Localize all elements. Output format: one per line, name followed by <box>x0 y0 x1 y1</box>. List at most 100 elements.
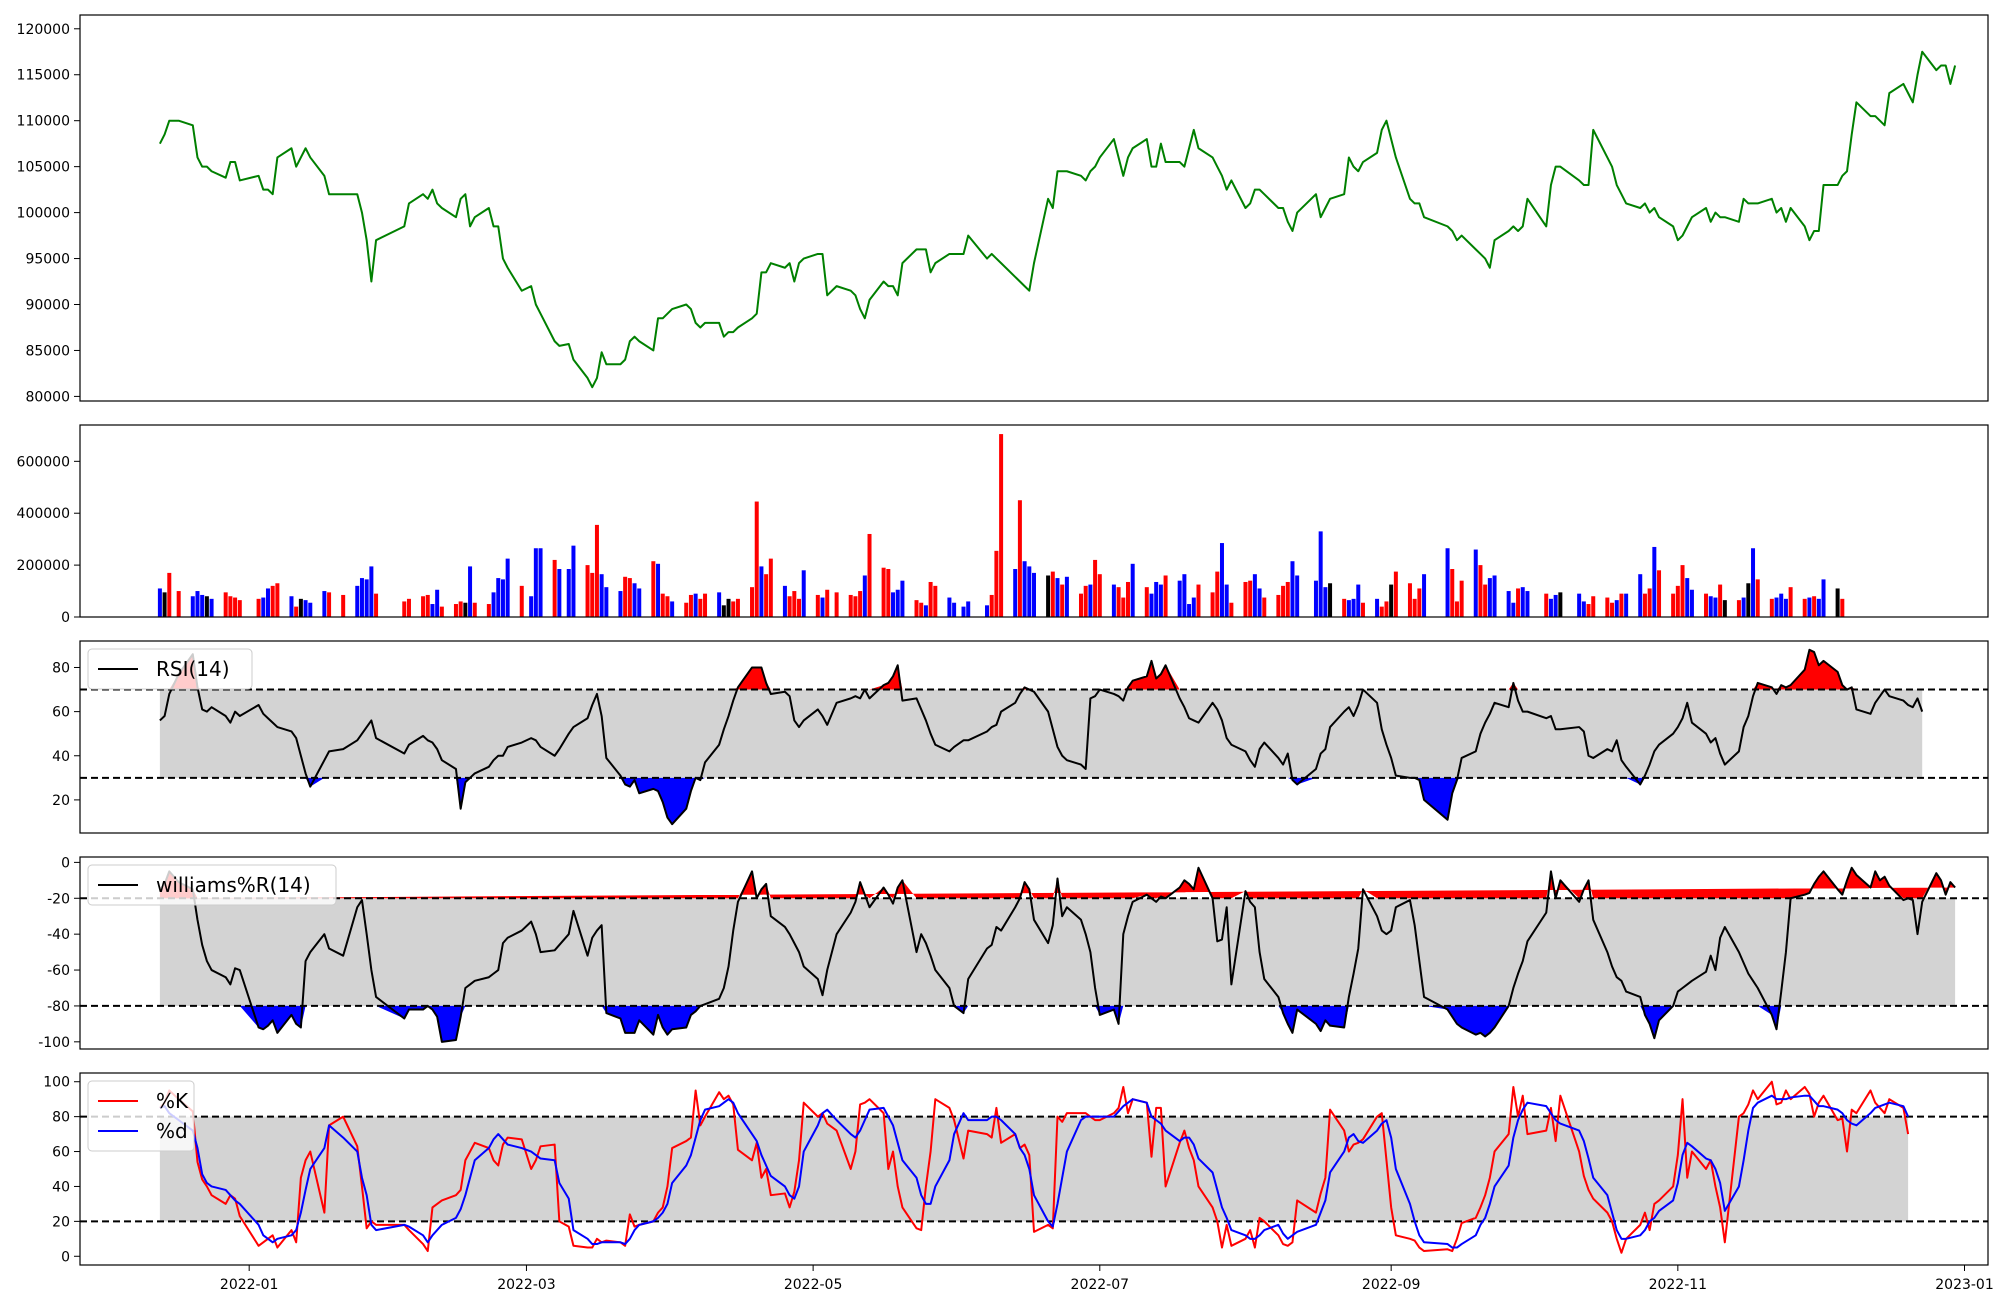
volume-bar <box>952 602 957 617</box>
volume-bar <box>919 602 924 617</box>
volume-bar <box>688 594 693 617</box>
volume-bar <box>237 600 242 617</box>
volume-panel-frame <box>79 424 1989 618</box>
volume-bar <box>1840 598 1845 617</box>
y-tick-label: 60 <box>52 1145 70 1161</box>
volume-bar <box>1407 583 1412 617</box>
volume-bar <box>891 592 896 617</box>
volume-bar <box>1746 583 1751 617</box>
volume-bar <box>966 601 971 617</box>
y-tick-label: 20 <box>52 793 70 809</box>
stochastic-legend-box <box>87 1080 195 1152</box>
volume-bar <box>900 580 905 617</box>
volume-bar <box>590 572 595 617</box>
volume-bar <box>439 606 444 617</box>
y-tick-label: 80 <box>52 1110 70 1126</box>
volume-bar <box>355 585 360 617</box>
volume-bar <box>1548 598 1553 617</box>
volume-bar <box>585 565 590 617</box>
volume-bar <box>1064 576 1069 617</box>
volume-bar <box>1097 574 1102 617</box>
volume-bar <box>275 583 280 617</box>
volume-bar <box>157 588 162 617</box>
stochastic-neutral-band <box>159 1116 1909 1222</box>
y-tick-label: -80 <box>47 999 70 1015</box>
y-tick-label: 95000 <box>25 252 70 268</box>
williams-legend-box <box>87 864 337 906</box>
volume-bar <box>1492 575 1497 617</box>
volume-bar <box>1624 593 1629 617</box>
volume-bar <box>1704 593 1709 617</box>
volume-bar <box>1318 531 1323 617</box>
volume-bar <box>721 605 726 617</box>
volume-bar <box>294 606 299 617</box>
rsi-neutral-band <box>159 689 1923 778</box>
y-tick-label: 60 <box>52 705 70 721</box>
volume-bar <box>195 591 200 617</box>
volume-bar <box>1158 584 1163 617</box>
volume-bar <box>519 585 524 617</box>
rsi-legend-box <box>87 648 253 690</box>
volume-bar <box>176 591 181 617</box>
volume-bar <box>684 602 689 617</box>
volume-bar <box>200 594 205 617</box>
volume-bar <box>233 597 238 617</box>
price-line <box>159 50 1957 389</box>
volume-bar <box>820 597 825 617</box>
volume-bar <box>726 598 731 617</box>
volume-bar <box>1144 587 1149 617</box>
volume-bar <box>369 566 374 617</box>
volume-bar <box>1060 584 1065 617</box>
volume-bar <box>1210 592 1215 617</box>
volume-bar <box>1182 574 1187 617</box>
volume-bar <box>430 604 435 617</box>
volume-bar <box>1638 574 1643 617</box>
volume-bar <box>491 592 496 617</box>
volume-bar <box>1252 574 1257 617</box>
volume-bar <box>1788 587 1793 617</box>
volume-bar <box>731 601 736 617</box>
volume-bar <box>1544 593 1549 617</box>
y-tick-label: 400000 <box>17 506 70 522</box>
volume-bar <box>1027 566 1032 617</box>
volume-bar <box>1708 596 1713 617</box>
y-tick-label: 115000 <box>17 68 70 84</box>
volume-bar <box>1487 578 1492 617</box>
volume-bar <box>1459 580 1464 617</box>
volume-bar <box>1191 597 1196 617</box>
volume-bar <box>1511 602 1516 617</box>
volume-bar <box>322 591 327 617</box>
volume-bar <box>782 585 787 617</box>
williams-neutral-band <box>159 898 1956 1006</box>
volume-bar <box>1525 591 1530 617</box>
volume-bar <box>533 548 538 617</box>
volume-bar <box>1581 601 1586 617</box>
williams-line <box>159 866 1956 1043</box>
volume-bar <box>656 563 661 617</box>
volume-bar <box>1558 592 1563 617</box>
volume-bar <box>1243 581 1248 617</box>
volume-bar <box>1215 571 1220 617</box>
volume-bar <box>862 575 867 617</box>
williams-legend-label: williams%R(14) <box>156 873 311 897</box>
price-panel-frame <box>79 14 1989 402</box>
volume-bar <box>341 594 346 617</box>
volume-bar <box>1342 598 1347 617</box>
volume-bar <box>1821 579 1826 617</box>
volume-bar <box>703 593 708 617</box>
y-tick-label: 80 <box>52 660 70 676</box>
volume-bar <box>308 602 313 617</box>
volume-bar <box>1111 584 1116 617</box>
volume-bar <box>787 596 792 617</box>
volume-bar <box>1736 600 1741 617</box>
volume-bar <box>1577 593 1582 617</box>
volume-bar <box>1360 602 1365 617</box>
volume-bar <box>1478 565 1483 617</box>
volume-bar <box>1149 593 1154 617</box>
volume-bar <box>1520 587 1525 617</box>
volume-bar <box>1290 561 1295 617</box>
volume-bar <box>735 598 740 617</box>
volume-bar <box>1017 500 1022 617</box>
volume-bar <box>1083 585 1088 617</box>
volume-bar <box>1393 571 1398 617</box>
